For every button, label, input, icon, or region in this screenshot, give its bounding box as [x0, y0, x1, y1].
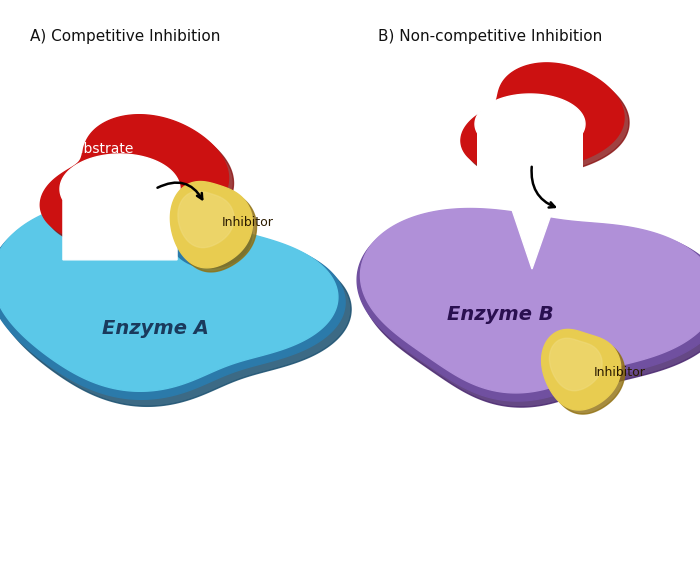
- Polygon shape: [60, 154, 180, 260]
- Polygon shape: [545, 333, 624, 414]
- Polygon shape: [41, 114, 228, 242]
- Polygon shape: [505, 189, 560, 269]
- Polygon shape: [168, 200, 252, 268]
- Polygon shape: [46, 120, 234, 247]
- Polygon shape: [475, 94, 585, 193]
- Text: Inhibitor: Inhibitor: [594, 365, 646, 378]
- Text: Enzyme B: Enzyme B: [447, 305, 553, 324]
- Polygon shape: [361, 217, 700, 407]
- Polygon shape: [178, 191, 234, 248]
- Polygon shape: [550, 338, 602, 391]
- Polygon shape: [357, 211, 700, 401]
- Polygon shape: [466, 68, 629, 178]
- Text: Substrate: Substrate: [471, 102, 539, 116]
- Text: B) Non-competitive Inhibition: B) Non-competitive Inhibition: [378, 29, 602, 44]
- Polygon shape: [542, 329, 621, 410]
- Polygon shape: [505, 174, 560, 189]
- Polygon shape: [0, 201, 345, 399]
- Polygon shape: [0, 208, 351, 406]
- Text: Substrate: Substrate: [66, 142, 134, 156]
- Polygon shape: [170, 182, 253, 268]
- Polygon shape: [461, 63, 624, 173]
- Polygon shape: [360, 209, 700, 393]
- Polygon shape: [0, 199, 338, 391]
- Text: Enzyme A: Enzyme A: [102, 319, 209, 338]
- Text: A) Competitive Inhibition: A) Competitive Inhibition: [30, 29, 220, 44]
- Text: Inhibitor: Inhibitor: [222, 215, 274, 228]
- Polygon shape: [174, 186, 256, 272]
